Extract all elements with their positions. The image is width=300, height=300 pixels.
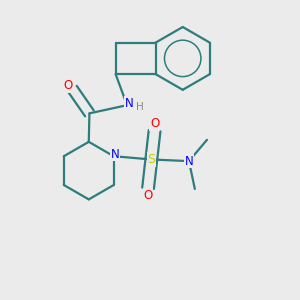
Text: N: N bbox=[111, 148, 119, 161]
Text: O: O bbox=[150, 117, 159, 130]
Text: S: S bbox=[147, 153, 155, 166]
Text: N: N bbox=[184, 154, 193, 168]
Text: N: N bbox=[124, 97, 134, 110]
Text: O: O bbox=[64, 79, 73, 92]
Text: O: O bbox=[143, 189, 153, 202]
Text: H: H bbox=[136, 102, 143, 112]
